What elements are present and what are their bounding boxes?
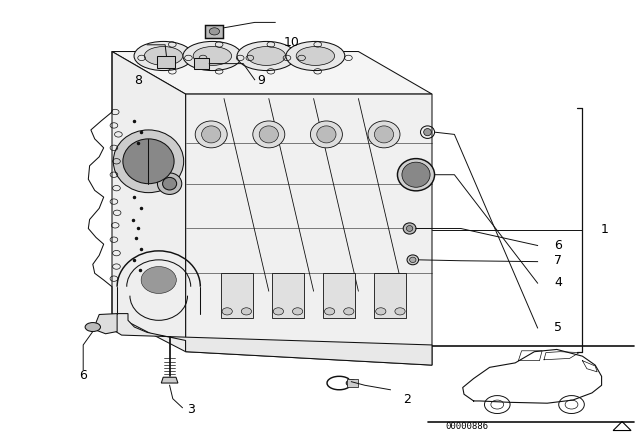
Circle shape <box>344 308 354 315</box>
Polygon shape <box>323 273 355 318</box>
Polygon shape <box>374 273 406 318</box>
Ellipse shape <box>157 173 182 194</box>
Circle shape <box>241 308 252 315</box>
Text: 9: 9 <box>257 74 265 87</box>
Ellipse shape <box>247 47 285 65</box>
Ellipse shape <box>193 47 232 65</box>
Circle shape <box>292 308 303 315</box>
Ellipse shape <box>134 41 193 70</box>
Ellipse shape <box>195 121 227 148</box>
Ellipse shape <box>407 255 419 265</box>
Ellipse shape <box>253 121 285 148</box>
Polygon shape <box>112 52 432 94</box>
Bar <box>194 58 209 69</box>
Ellipse shape <box>286 41 345 70</box>
Ellipse shape <box>310 121 342 148</box>
Text: 3: 3 <box>187 403 195 417</box>
Bar <box>347 379 358 387</box>
Ellipse shape <box>202 126 221 143</box>
Ellipse shape <box>374 126 394 143</box>
Text: 10: 10 <box>284 35 300 49</box>
Polygon shape <box>221 273 253 318</box>
Text: 6: 6 <box>554 238 562 252</box>
Ellipse shape <box>85 323 100 332</box>
Polygon shape <box>186 94 432 365</box>
Polygon shape <box>112 314 432 365</box>
Ellipse shape <box>406 226 413 232</box>
Ellipse shape <box>317 126 336 143</box>
Text: 8: 8 <box>134 74 142 87</box>
Ellipse shape <box>296 47 335 65</box>
Circle shape <box>273 308 284 315</box>
Text: 2: 2 <box>403 393 411 406</box>
Polygon shape <box>161 377 178 383</box>
Text: 5: 5 <box>554 320 562 334</box>
Circle shape <box>209 28 220 35</box>
Ellipse shape <box>163 177 177 190</box>
Polygon shape <box>272 273 304 318</box>
Polygon shape <box>96 314 117 334</box>
Bar <box>205 25 223 38</box>
Ellipse shape <box>397 159 435 191</box>
Bar <box>157 56 175 68</box>
Circle shape <box>324 308 335 315</box>
Ellipse shape <box>237 41 296 70</box>
Ellipse shape <box>403 223 416 234</box>
Text: 00000886: 00000886 <box>445 422 488 431</box>
Circle shape <box>376 308 386 315</box>
Ellipse shape <box>402 162 430 187</box>
Circle shape <box>395 308 405 315</box>
Text: 6: 6 <box>79 369 87 382</box>
Polygon shape <box>112 52 186 352</box>
Text: 4: 4 <box>554 276 562 289</box>
Ellipse shape <box>113 130 184 193</box>
Circle shape <box>222 308 232 315</box>
Ellipse shape <box>123 139 174 184</box>
Ellipse shape <box>410 257 416 263</box>
Ellipse shape <box>424 129 431 136</box>
Ellipse shape <box>144 47 182 65</box>
Ellipse shape <box>183 41 242 70</box>
Ellipse shape <box>368 121 400 148</box>
Ellipse shape <box>259 126 278 143</box>
Text: 1: 1 <box>601 223 609 236</box>
Text: 7: 7 <box>554 254 562 267</box>
Ellipse shape <box>141 267 177 293</box>
